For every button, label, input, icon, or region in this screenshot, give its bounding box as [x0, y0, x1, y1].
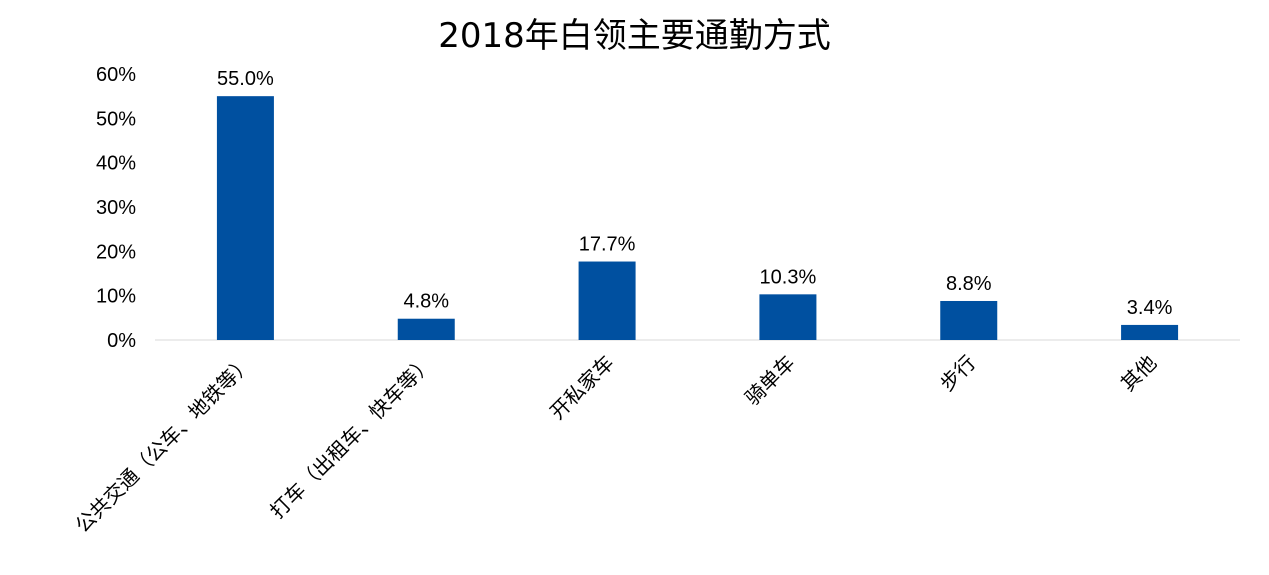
data-label: 17.7% — [579, 234, 636, 256]
bars — [216, 96, 1179, 341]
data-label: 8.8% — [946, 273, 992, 295]
y-tick-label: 60% — [96, 64, 136, 86]
bar — [397, 318, 455, 340]
data-label: 55.0% — [217, 68, 274, 90]
data-label: 4.8% — [403, 291, 449, 313]
data-label: 10.3% — [760, 266, 817, 288]
chart-title: 2018年白领主要通勤方式 — [438, 16, 831, 56]
y-tick-label: 40% — [96, 153, 136, 175]
bar — [216, 96, 274, 341]
x-tick-label: 骑单车 — [740, 351, 799, 410]
x-tick-label: 公共交通（公车、地铁等） — [70, 351, 257, 538]
x-tick-label: 打车（出租车、快车等） — [265, 351, 438, 524]
y-tick-label: 30% — [96, 197, 136, 219]
bar — [759, 294, 817, 340]
y-tick-label: 20% — [96, 241, 136, 263]
y-tick-label: 50% — [96, 108, 136, 130]
x-tick-label: 其他 — [1116, 351, 1161, 396]
bar — [940, 300, 998, 340]
bar — [578, 261, 636, 340]
x-tick-label: 步行 — [935, 351, 980, 396]
x-tick-label: 开私家车 — [545, 351, 619, 425]
data-label: 3.4% — [1127, 297, 1173, 319]
y-axis: 0% 10% 20% 30% 40% 50% 60% — [96, 64, 136, 352]
y-tick-label: 10% — [96, 286, 136, 308]
bar — [1121, 324, 1179, 340]
y-tick-label: 0% — [107, 330, 136, 352]
x-axis: 公共交通（公车、地铁等） 打车（出租车、快车等） 开私家车 骑单车 步行 其他 — [70, 351, 1161, 538]
data-labels: 55.0% 4.8% 17.7% 10.3% 8.8% 3.4% — [217, 68, 1173, 319]
